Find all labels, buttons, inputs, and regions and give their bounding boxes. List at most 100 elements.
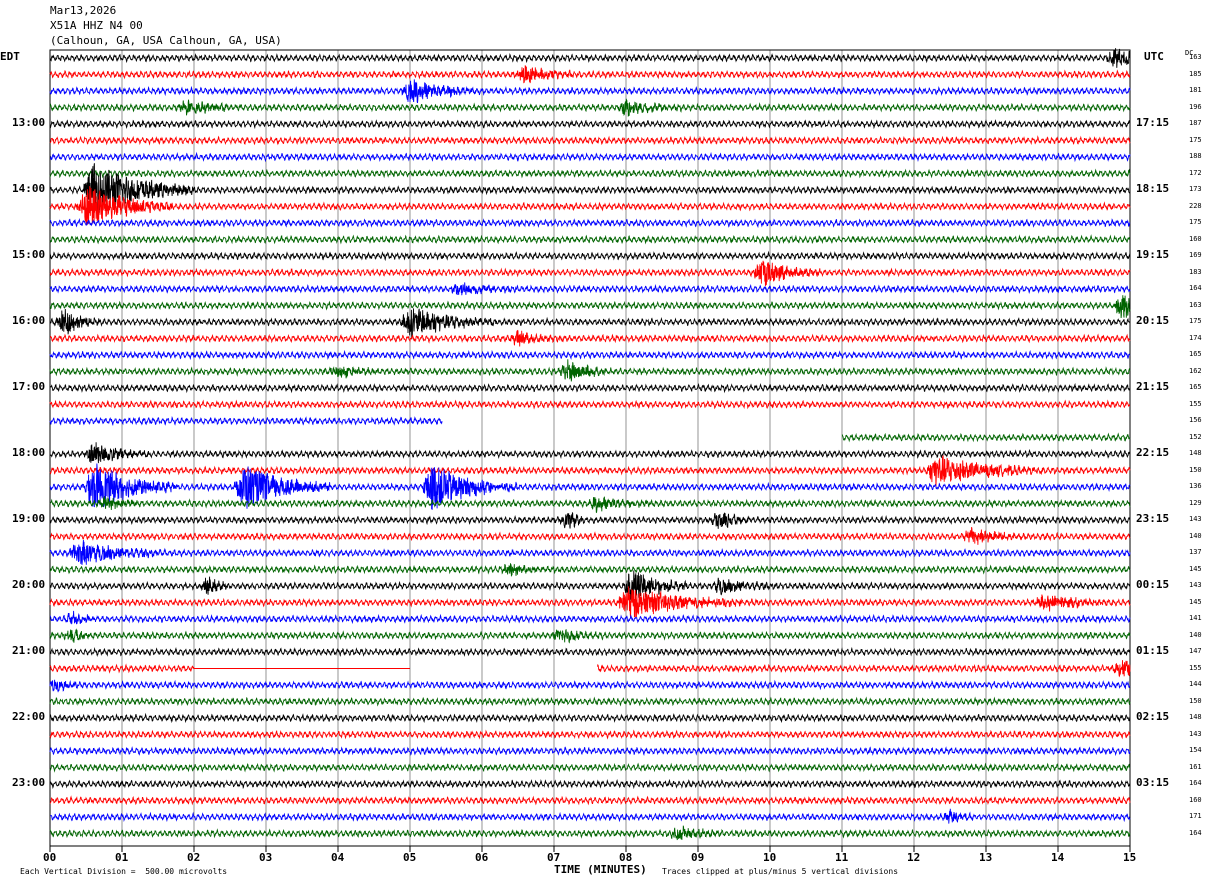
trace-row-43: [49, 746, 1131, 757]
dc-offset-label: 143: [1189, 729, 1202, 738]
x-tick-label: 13: [979, 851, 993, 864]
trace-row-25: [49, 442, 1131, 464]
x-tick-label: 00: [43, 851, 57, 864]
trace-row-32: [49, 563, 1131, 577]
trace-row-19: [49, 349, 1131, 361]
x-tick-label: 11: [835, 851, 849, 864]
dc-offset-label: 171: [1189, 812, 1202, 820]
edt-hour-label: 16:00: [12, 314, 46, 327]
dc-offset-label: 141: [1189, 614, 1202, 622]
header-date: Mar13,2026: [50, 4, 117, 17]
edt-hour-label: 20:00: [12, 578, 46, 591]
utc-hour-label: 21:15: [1136, 380, 1170, 393]
trace-row-33: [49, 570, 1131, 601]
trace-row-22: [49, 399, 1131, 410]
edt-hour-label: 17:00: [12, 380, 46, 393]
dc-offset-label: 175: [1189, 218, 1202, 226]
dc-offset-label: 145: [1189, 597, 1202, 606]
trace-row-9: [49, 163, 1131, 215]
dc-offset-label: 150: [1189, 696, 1202, 705]
dc-offset-label: 147: [1189, 647, 1202, 655]
utc-hour-label: 01:15: [1136, 644, 1170, 657]
dc-offset-label: 196: [1189, 102, 1202, 111]
x-tick-label: 14: [1051, 851, 1065, 864]
trace-row-41: [49, 712, 1131, 724]
x-axis-label: TIME (MINUTES): [554, 863, 647, 876]
edt-hour-label: 22:00: [12, 710, 46, 723]
edt-hour-label: 18:00: [12, 446, 46, 459]
utc-hour-label: 00:15: [1136, 578, 1170, 591]
utc-hour-label: 02:15: [1136, 710, 1170, 723]
edt-hour-label: 14:00: [12, 182, 46, 195]
trace-row-31: [49, 539, 1131, 565]
utc-hour-label: 17:15: [1136, 116, 1170, 129]
dc-offset-label: 160: [1189, 234, 1202, 243]
x-tick-label: 06: [475, 851, 489, 864]
trace-row-44: [49, 762, 1131, 773]
x-tick-label: 12: [907, 851, 921, 864]
trace-row-4: [49, 98, 1131, 117]
trace-row-26: [49, 455, 1131, 488]
trace-row-23: [49, 415, 443, 427]
utc-hour-label: 22:15: [1136, 446, 1170, 459]
dc-offset-label: 163: [1189, 300, 1202, 309]
dc-header: DC: [1185, 49, 1194, 57]
dc-offset-label: 169: [1189, 251, 1202, 259]
x-tick-label: 15: [1123, 851, 1137, 864]
trace-row-46: [49, 795, 1131, 806]
dc-offset-label: 163: [1189, 53, 1202, 61]
trace-row-37: [49, 646, 1131, 658]
trace-row-1: [49, 48, 1131, 68]
utc-hour-label: 23:15: [1136, 512, 1170, 525]
trace-row-10: [49, 186, 1131, 226]
plot-frame: [49, 49, 1131, 847]
trace-row-29: [49, 511, 1131, 529]
trace-row-38: [49, 663, 410, 674]
dc-offset-label: 162: [1189, 366, 1202, 375]
dc-offset-label: 140: [1189, 630, 1202, 639]
trace-row-27: [49, 463, 1131, 510]
utc-hour-label: 19:15: [1136, 248, 1170, 261]
trace-row-28: [49, 496, 1131, 514]
trace-row-17: [49, 308, 1131, 340]
trace-row-7: [49, 151, 1131, 163]
trace-row-24: [841, 432, 1131, 443]
x-tick-label: 01: [115, 851, 129, 864]
x-axis-ticks: [49, 846, 1131, 852]
dc-offset-label: 144: [1189, 680, 1202, 688]
edt-hour-label: 13:00: [12, 116, 46, 129]
dc-offset-label: 175: [1189, 135, 1202, 144]
dc-offset-label: 155: [1189, 663, 1202, 672]
dc-offset-label: 164: [1189, 828, 1202, 837]
edt-hour-label: 19:00: [12, 512, 46, 525]
x-tick-label: 04: [331, 851, 345, 864]
dc-offset-label: 185: [1189, 69, 1202, 78]
dc-offset-label: 129: [1189, 498, 1202, 507]
dc-offset-label: 137: [1189, 548, 1202, 556]
trace-row-15: [49, 282, 1131, 296]
x-tick-label: 03: [259, 851, 273, 864]
right-timezone-label: UTC: [1144, 50, 1164, 63]
trace-row-47: [50, 808, 1131, 824]
dc-offset-label: 150: [1189, 465, 1202, 474]
trace-row-5: [49, 119, 1131, 130]
dc-offset-label: 160: [1189, 795, 1202, 804]
dc-offset-label: 228: [1189, 201, 1202, 210]
x-tick-label: 07: [547, 851, 561, 864]
utc-hour-label: 20:15: [1136, 314, 1170, 327]
dc-offset-label: 175: [1189, 317, 1202, 325]
dc-offset-label: 161: [1189, 762, 1202, 771]
trace-row-3: [49, 79, 1131, 104]
dc-offset-label: 172: [1189, 168, 1202, 177]
utc-hour-label: 18:15: [1136, 182, 1170, 195]
edt-hour-label: 23:00: [12, 776, 46, 789]
trace-row-20: [49, 359, 1131, 382]
trace-row-14: [49, 260, 1131, 287]
trace-row-45: [49, 778, 1131, 790]
trace-row-21: [49, 382, 1131, 394]
trace-row-35: [49, 610, 1131, 625]
trace-row-42: [49, 729, 1131, 740]
scale-note: Each Vertical Division = 500.00 microvol…: [20, 867, 228, 876]
trace-row-8: [49, 168, 1131, 179]
